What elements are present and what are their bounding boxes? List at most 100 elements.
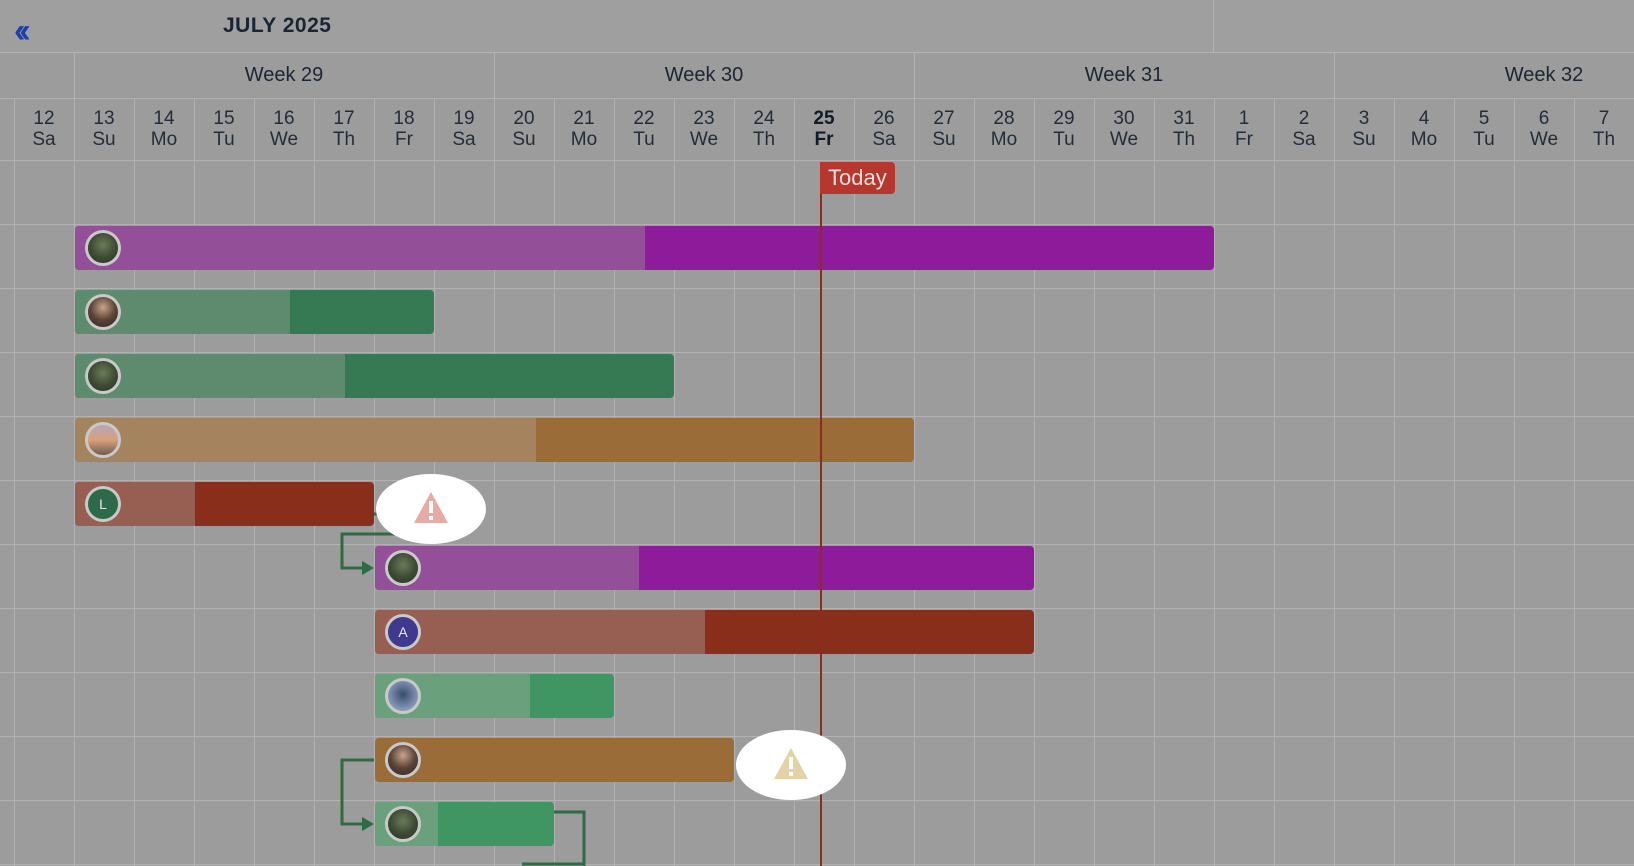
day-label: 23 We <box>674 108 734 150</box>
task-bar[interactable] <box>75 418 914 462</box>
day-number: 17 <box>333 108 355 129</box>
task-bar[interactable]: L <box>75 482 374 526</box>
day-label: 12 Sa <box>14 108 74 150</box>
task-bar[interactable] <box>75 226 1214 270</box>
day-label: 27 Su <box>914 108 974 150</box>
avatar[interactable] <box>385 742 421 778</box>
day-of-week: Sa <box>32 129 56 150</box>
today-marker-line <box>820 162 822 866</box>
day-column-line <box>554 98 555 866</box>
day-column-line <box>1334 98 1335 866</box>
day-number: 31 <box>1173 108 1195 129</box>
week-label: Week 31 <box>1084 64 1164 86</box>
avatar[interactable] <box>85 294 121 330</box>
day-number: 20 <box>513 108 535 129</box>
dependency-connector <box>340 758 374 826</box>
row-divider <box>0 544 1634 545</box>
day-column-line <box>734 98 735 866</box>
day-column-line <box>1514 98 1515 866</box>
day-of-week: Mo <box>990 129 1018 150</box>
day-label: 4 Mo <box>1394 108 1454 150</box>
day-column-line <box>614 98 615 866</box>
day-number: 24 <box>753 108 775 129</box>
avatar[interactable] <box>85 358 121 394</box>
row-divider <box>0 416 1634 417</box>
week-label: Week 30 <box>664 64 744 86</box>
row-divider <box>0 608 1634 609</box>
row-divider <box>0 352 1634 353</box>
day-of-week: Tu <box>1053 129 1075 150</box>
warning-triangle-icon <box>414 492 448 523</box>
warning-triangle-icon <box>774 748 808 779</box>
avatar[interactable] <box>385 806 421 842</box>
timeline-header: ‹‹ JULY 2025 <box>0 0 1634 53</box>
day-column-line <box>1454 98 1455 866</box>
week-label: Week 29 <box>244 64 324 86</box>
day-number: 28 <box>993 108 1015 129</box>
week-column-line <box>914 52 915 98</box>
avatar[interactable] <box>85 230 121 266</box>
week-label: Week 32 <box>1504 64 1584 86</box>
avatar-initial[interactable]: L <box>85 486 121 522</box>
day-label: 1 Fr <box>1214 108 1274 150</box>
day-label: 26 Sa <box>854 108 914 150</box>
task-bar[interactable] <box>375 674 614 718</box>
day-number: 30 <box>1113 108 1135 129</box>
day-of-week: Th <box>1592 129 1616 150</box>
day-number: 22 <box>633 108 655 129</box>
task-bar[interactable] <box>375 738 734 782</box>
day-number: 29 <box>1053 108 1075 129</box>
day-of-week: We <box>1529 129 1559 150</box>
day-of-week: Th <box>1172 129 1196 150</box>
row-divider <box>0 800 1634 801</box>
day-row-divider <box>0 160 1634 161</box>
day-column-line <box>794 98 795 866</box>
day-column-line <box>854 98 855 866</box>
avatar[interactable] <box>385 550 421 586</box>
avatar-initial[interactable]: A <box>385 614 421 650</box>
day-column-line <box>1034 98 1035 866</box>
day-of-week: Mo <box>570 129 598 150</box>
day-column-line <box>1394 98 1395 866</box>
day-label: 15 Tu <box>194 108 254 150</box>
task-bar[interactable] <box>75 290 434 334</box>
day-column-line <box>494 98 495 866</box>
day-of-week: We <box>689 129 719 150</box>
day-of-week: Fr <box>814 129 834 150</box>
day-column-line <box>674 98 675 866</box>
day-of-week: Sa <box>872 129 896 150</box>
day-label: 5 Tu <box>1454 108 1514 150</box>
week-column-line <box>74 52 75 98</box>
day-of-week: Mo <box>1410 129 1438 150</box>
day-label: 19 Sa <box>434 108 494 150</box>
row-divider <box>0 672 1634 673</box>
today-badge: Today <box>820 162 895 194</box>
task-progress-fill <box>75 418 537 462</box>
day-number: 26 <box>873 108 895 129</box>
week-row-divider <box>0 98 1634 99</box>
day-label: 17 Th <box>314 108 374 150</box>
day-of-week: Su <box>512 129 536 150</box>
warning-marker[interactable] <box>736 730 846 800</box>
connector-arrow <box>362 817 374 831</box>
task-bar[interactable]: A <box>375 610 1034 654</box>
day-column-line <box>1214 98 1215 866</box>
day-column-line <box>1094 98 1095 866</box>
day-number: 3 <box>1358 108 1370 129</box>
warning-marker[interactable] <box>376 474 486 544</box>
today-row-divider <box>0 224 1634 225</box>
task-bar[interactable] <box>375 802 554 846</box>
day-label: 25 Fr <box>794 108 854 150</box>
day-label: 16 We <box>254 108 314 150</box>
day-column-line <box>914 98 915 866</box>
day-column-line <box>1154 98 1155 866</box>
task-bar[interactable] <box>75 354 674 398</box>
task-bar[interactable] <box>375 546 1034 590</box>
day-number: 1 <box>1238 108 1250 129</box>
avatar[interactable] <box>385 678 421 714</box>
day-column-line <box>974 98 975 866</box>
avatar[interactable] <box>85 422 121 458</box>
day-label: 14 Mo <box>134 108 194 150</box>
